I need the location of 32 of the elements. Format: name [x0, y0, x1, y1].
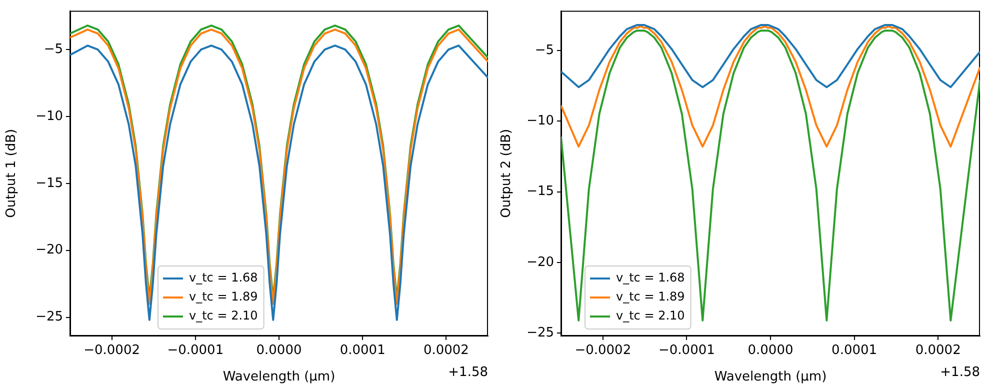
y-tick-label: −15: [526, 184, 554, 200]
x-axis-title: Wavelength (µm): [714, 370, 827, 385]
x-tick-label: 0.0000: [256, 343, 302, 358]
x-tick-label: 0.0002: [423, 343, 469, 358]
legend-label: v_tc = 2.10: [616, 308, 685, 323]
legend-label: v_tc = 1.89: [616, 290, 685, 304]
x-tick-label: −0.0002: [84, 343, 140, 358]
y-axis-title: Output 2 (dB): [499, 128, 514, 218]
x-tick-label: −0.0001: [167, 343, 224, 358]
y-axis-title: Output 1 (dB): [4, 128, 20, 218]
y-tick-label: −20: [36, 242, 63, 258]
x-tick-label: 0.0002: [915, 343, 961, 358]
x-tick-label: −0.0002: [574, 343, 632, 358]
y-tick-label: −5: [44, 42, 63, 57]
y-tick-label: −10: [526, 113, 554, 128]
y-tick-label: −10: [36, 108, 63, 124]
x-tick-label: 0.0001: [340, 343, 386, 358]
text: +1.58: [448, 364, 488, 380]
legend-label: v_tc = 2.10: [189, 308, 258, 323]
y-tick-label: −20: [526, 254, 554, 270]
legend-label: v_tc = 1.89: [189, 290, 258, 304]
x-tick-label: 0.0000: [748, 343, 794, 358]
y-tick-label: −25: [36, 310, 63, 325]
x-tick-label: 0.0001: [832, 343, 878, 358]
y-tick-label: −5: [534, 42, 554, 58]
y-tick-label: −15: [36, 176, 63, 191]
x-axis-title: Wavelength (µm): [222, 370, 336, 385]
y-tick-label: −25: [526, 326, 554, 341]
x-tick-label: −0.0001: [658, 343, 715, 358]
text: +1.58: [940, 364, 980, 380]
legend-label: v_tc = 1.68: [616, 270, 685, 285]
legend-label: v_tc = 1.68: [189, 270, 258, 285]
